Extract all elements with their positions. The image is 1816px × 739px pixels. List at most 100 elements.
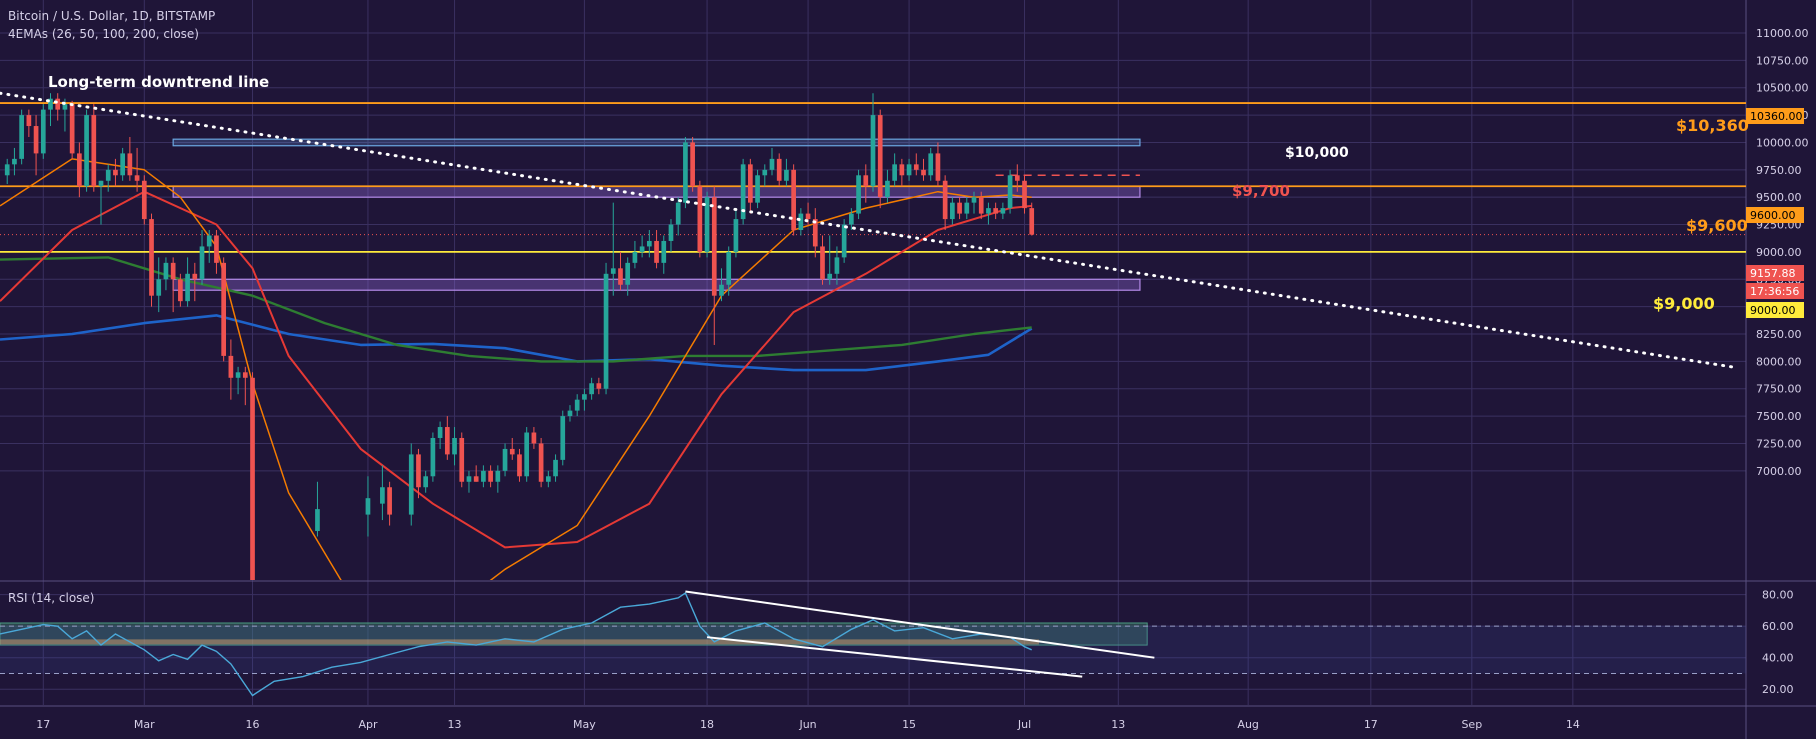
- candle[interactable]: [993, 202, 998, 220]
- candle[interactable]: [784, 158, 789, 187]
- candle[interactable]: [726, 246, 732, 296]
- candle[interactable]: [762, 164, 768, 187]
- candle[interactable]: [1014, 164, 1020, 192]
- candle[interactable]: [978, 191, 984, 220]
- candle[interactable]: [502, 443, 508, 477]
- candle[interactable]: [91, 104, 97, 192]
- candle[interactable]: [1000, 202, 1006, 220]
- candle[interactable]: [12, 147, 17, 176]
- candle[interactable]: [141, 175, 147, 225]
- candle[interactable]: [127, 136, 133, 181]
- candle[interactable]: [733, 208, 739, 258]
- candle[interactable]: [942, 175, 948, 231]
- candle[interactable]: [798, 208, 804, 236]
- candle[interactable]: [416, 448, 421, 499]
- candle[interactable]: [719, 268, 724, 302]
- candle[interactable]: [812, 208, 818, 258]
- candle[interactable]: [524, 427, 530, 482]
- candle[interactable]: [820, 235, 825, 285]
- candle[interactable]: [199, 230, 205, 285]
- candle[interactable]: [69, 100, 75, 159]
- candle[interactable]: [178, 273, 183, 307]
- candle[interactable]: [632, 240, 638, 269]
- candle[interactable]: [134, 147, 140, 192]
- candle[interactable]: [156, 257, 162, 313]
- candle[interactable]: [582, 388, 587, 411]
- candle[interactable]: [214, 230, 219, 274]
- candle[interactable]: [610, 202, 616, 296]
- candle[interactable]: [466, 470, 472, 493]
- candle[interactable]: [791, 164, 796, 236]
- candle[interactable]: [618, 251, 623, 291]
- candle[interactable]: [863, 164, 869, 203]
- candle[interactable]: [77, 142, 82, 198]
- candle[interactable]: [776, 153, 782, 187]
- candle[interactable]: [206, 230, 212, 263]
- candle[interactable]: [596, 377, 602, 395]
- candle[interactable]: [423, 470, 429, 493]
- candle[interactable]: [55, 93, 61, 121]
- candle[interactable]: [849, 208, 854, 231]
- candle[interactable]: [986, 202, 991, 225]
- candle[interactable]: [892, 153, 897, 187]
- candle[interactable]: [170, 257, 176, 313]
- candle[interactable]: [928, 147, 934, 181]
- candle[interactable]: [913, 153, 919, 176]
- candle[interactable]: [488, 465, 493, 488]
- candle[interactable]: [98, 180, 104, 225]
- candle[interactable]: [899, 158, 905, 187]
- candle[interactable]: [950, 197, 955, 225]
- candle[interactable]: [33, 115, 39, 176]
- candle[interactable]: [387, 481, 392, 526]
- candle[interactable]: [646, 230, 652, 258]
- candles[interactable]: [4, 93, 1035, 700]
- candle[interactable]: [690, 136, 695, 192]
- candle[interactable]: [408, 443, 414, 526]
- candle[interactable]: [711, 186, 717, 345]
- candle[interactable]: [509, 437, 515, 460]
- candle[interactable]: [625, 257, 631, 296]
- candle[interactable]: [228, 339, 234, 400]
- candle[interactable]: [870, 93, 876, 192]
- candle[interactable]: [545, 470, 551, 488]
- candle[interactable]: [315, 481, 320, 537]
- candle[interactable]: [574, 394, 580, 417]
- candle[interactable]: [567, 405, 573, 422]
- candle[interactable]: [481, 465, 486, 488]
- candle[interactable]: [185, 257, 190, 307]
- candle[interactable]: [964, 197, 970, 220]
- candle[interactable]: [120, 147, 125, 181]
- candle[interactable]: [40, 104, 46, 159]
- candle[interactable]: [163, 257, 169, 291]
- candle[interactable]: [48, 93, 53, 127]
- candle[interactable]: [697, 180, 703, 258]
- candle[interactable]: [885, 169, 890, 203]
- candle[interactable]: [603, 262, 609, 395]
- candle[interactable]: [704, 191, 710, 258]
- candle[interactable]: [1022, 175, 1027, 214]
- candle[interactable]: [19, 109, 24, 165]
- candle[interactable]: [589, 377, 594, 400]
- candle[interactable]: [834, 246, 840, 285]
- candle[interactable]: [1029, 202, 1035, 236]
- candle[interactable]: [473, 465, 479, 482]
- candle[interactable]: [906, 158, 912, 181]
- candle[interactable]: [827, 235, 833, 285]
- candle[interactable]: [149, 213, 154, 307]
- candle[interactable]: [877, 109, 883, 209]
- candle[interactable]: [192, 262, 198, 302]
- candle[interactable]: [517, 448, 522, 482]
- candle[interactable]: [4, 158, 10, 185]
- candle[interactable]: [769, 147, 775, 176]
- candle[interactable]: [250, 372, 255, 700]
- candle[interactable]: [957, 197, 962, 220]
- candle[interactable]: [668, 219, 674, 252]
- candle[interactable]: [365, 476, 371, 537]
- candle[interactable]: [235, 366, 241, 395]
- candle[interactable]: [105, 164, 111, 192]
- candle[interactable]: [654, 230, 659, 269]
- candle[interactable]: [683, 136, 688, 209]
- candle[interactable]: [935, 142, 941, 187]
- candle[interactable]: [26, 109, 32, 137]
- candle[interactable]: [748, 158, 753, 214]
